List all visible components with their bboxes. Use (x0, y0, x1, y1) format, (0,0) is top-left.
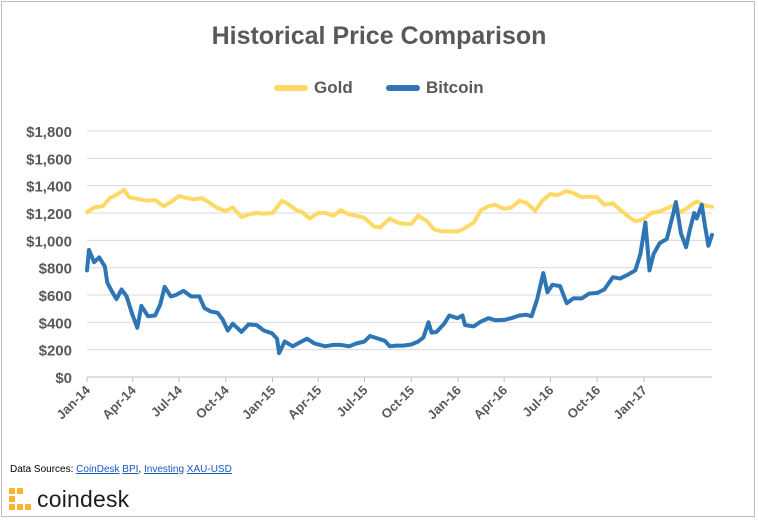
x-tick-label: Jul-16 (519, 383, 556, 420)
y-tick-label: $200 (39, 343, 72, 360)
y-tick-label: $1,800 (26, 124, 72, 141)
x-tick-label: Jan-17 (610, 383, 650, 423)
source-link-coindesk[interactable]: CoinDesk (76, 464, 120, 475)
y-tick-label: $400 (39, 315, 72, 332)
chart-plot: $0 $200 $400 $600 $800 $1,000 $1,200 $1,400 $1,6… (26, 124, 714, 423)
sources-separator: , (138, 464, 142, 475)
sources-prefix: Data Sources: (10, 464, 74, 475)
y-tick-label: $800 (39, 261, 72, 278)
y-tick-label: $1,200 (26, 206, 72, 223)
legend-swatch-gold (274, 85, 308, 91)
x-tick-label: Jan-14 (53, 382, 93, 422)
legend-swatch-bitcoin (386, 85, 420, 91)
x-tick-label: Jul-15 (333, 383, 370, 420)
source-link-investing[interactable]: Investing (143, 464, 185, 475)
legend-item-bitcoin: Bitcoin (386, 78, 484, 98)
x-tick-label: Apr-16 (471, 383, 511, 423)
y-tick-label: $0 (55, 370, 72, 387)
source-link-xau-usd[interactable]: XAU-USD (186, 464, 232, 475)
legend-item-gold: Gold (274, 78, 353, 98)
y-tick-label: $1,000 (26, 233, 72, 250)
x-tick-label: Jan-16 (424, 383, 464, 423)
x-tick-label: Oct-15 (378, 383, 417, 422)
series-line-gold (85, 187, 714, 234)
legend-label-gold: Gold (314, 78, 353, 97)
source-link-bpi[interactable]: BPI (122, 464, 139, 475)
chart-title: Historical Price Comparison (211, 22, 547, 50)
x-tick-label: Oct-16 (564, 383, 603, 422)
x-tick-label: Jul-14 (148, 382, 186, 420)
series-line-bitcoin (85, 200, 714, 356)
y-tick-label: $600 (39, 288, 72, 305)
x-tick-label: Oct-14 (193, 382, 233, 422)
logo-text: coindesk (37, 486, 130, 512)
coindesk-logo: coindesk (9, 486, 129, 513)
y-tick-label: $1,600 (26, 151, 72, 168)
legend-label-bitcoin: Bitcoin (426, 78, 484, 97)
legend: Gold Bitcoin (0, 78, 758, 100)
y-tick-label: $1,400 (26, 179, 72, 196)
data-sources: Data Sources: CoinDesk BPI, Investing XA… (10, 464, 232, 475)
x-tick-label: Apr-14 (99, 382, 139, 422)
coindesk-logo-icon (9, 487, 31, 510)
x-tick-label: Apr-15 (285, 383, 325, 423)
x-tick-label: Jan-15 (239, 383, 279, 423)
